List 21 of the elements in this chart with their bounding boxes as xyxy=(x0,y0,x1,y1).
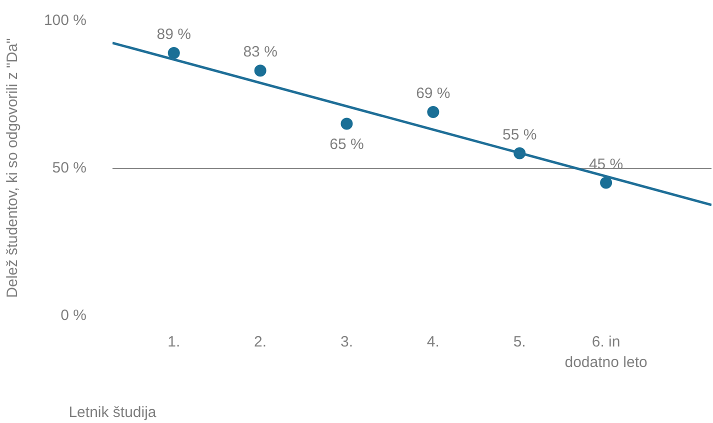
x-tick-label: 3. xyxy=(340,334,353,350)
x-tick-label: 5. xyxy=(513,334,526,350)
x-tick-label: 6. in dodatno leto xyxy=(564,334,648,371)
x-tick-label: 2. xyxy=(254,334,267,350)
y-tick-label: 50 % xyxy=(52,160,87,176)
point xyxy=(427,106,440,118)
y-tick-label: 100 % xyxy=(44,12,87,29)
data-label: 89 % xyxy=(156,26,191,43)
x-tick-label: 1. xyxy=(168,334,180,350)
data-label: 83 % xyxy=(243,44,278,61)
y-axis-title: Delež študentov, ki so odgovorili z "Da" xyxy=(4,38,21,298)
point xyxy=(340,118,353,130)
y-tick-label: 0 % xyxy=(60,307,87,324)
data-label: 65 % xyxy=(330,136,364,153)
x-tick-label: 4. xyxy=(426,334,440,350)
x-axis-title: Letnik študija xyxy=(68,404,157,421)
point xyxy=(168,46,180,59)
point xyxy=(600,176,612,189)
data-label: 55 % xyxy=(502,126,537,144)
data-label: 69 % xyxy=(416,84,450,102)
point xyxy=(254,64,266,77)
